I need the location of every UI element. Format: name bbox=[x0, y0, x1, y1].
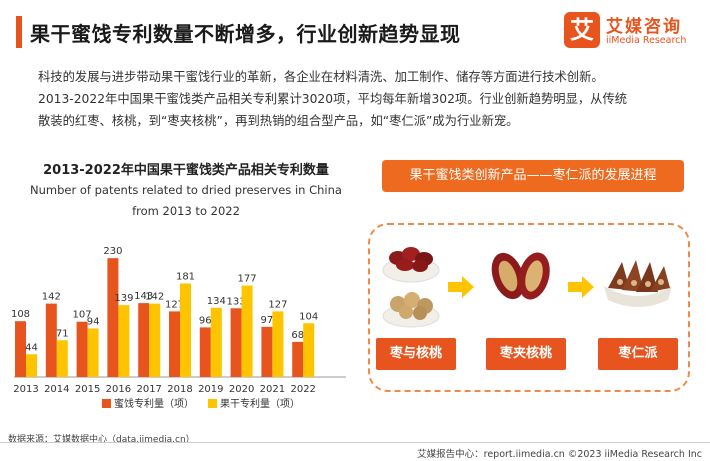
bar-dried-fruit bbox=[56, 340, 68, 377]
brand-logo: 艾 艾媒咨询 iiMedia Research bbox=[564, 10, 696, 54]
bar-dried-fruit bbox=[303, 323, 315, 377]
logo-mark: 艾 bbox=[564, 12, 600, 48]
data-label-preserves: 133 bbox=[227, 296, 246, 307]
footer-text: 艾媒报告中心：report.iimedia.cn ©2023 iiMedia R… bbox=[417, 449, 702, 460]
data-label-dried-fruit: 104 bbox=[299, 311, 318, 322]
legend-swatch bbox=[102, 399, 111, 408]
data-label-dried-fruit: 139 bbox=[114, 293, 133, 304]
data-label-preserves: 108 bbox=[11, 309, 30, 320]
page-title: 果干蜜饯专利数量不断增多，行业创新趋势显现 bbox=[30, 22, 461, 46]
x-tick-label: 2013 bbox=[13, 384, 38, 395]
bar-dried-fruit bbox=[26, 354, 37, 377]
data-label-dried-fruit: 127 bbox=[268, 299, 287, 310]
logo-name-en: iiMedia Research bbox=[606, 35, 687, 46]
bar-dried-fruit bbox=[180, 283, 191, 377]
footer-divider bbox=[0, 442, 710, 443]
x-tick-label: 2015 bbox=[75, 384, 100, 395]
data-label-dried-fruit: 44 bbox=[25, 342, 38, 353]
bar-dried-fruit bbox=[149, 303, 161, 377]
intro-line: 散装的红枣、核桃，到“枣夹核桃”，再到热销的组合型产品，如“枣仁派”成为行业新宠… bbox=[38, 114, 519, 128]
x-tick-label: 2016 bbox=[106, 384, 131, 395]
bar-preserves bbox=[15, 321, 26, 377]
stuffed-dates-image bbox=[491, 252, 550, 300]
stage-jujube-nut-pie: 枣仁派 bbox=[598, 338, 678, 370]
data-source-note: 数据来源：艾媒数据中心（data.iimedia.cn） bbox=[8, 435, 195, 445]
chart-subtitle-line2: from 2013 to 2022 bbox=[132, 204, 240, 218]
x-tick-label: 2017 bbox=[136, 384, 161, 395]
data-label-dried-fruit: 134 bbox=[207, 296, 226, 307]
chart-subtitle-line1: Number of patents related to dried prese… bbox=[30, 183, 342, 197]
dates-and-walnuts-image bbox=[382, 247, 440, 328]
data-label-dried-fruit: 142 bbox=[145, 292, 164, 303]
bar-preserves bbox=[45, 303, 57, 377]
data-label-preserves: 127 bbox=[165, 299, 184, 310]
x-tick-label: 2022 bbox=[290, 384, 315, 395]
intro-line: 科技的发展与进步带动果干蜜饯行业的革新，各企业在材料清洗、加工制作、储存等方面进… bbox=[38, 70, 604, 84]
innovation-process-title: 果干蜜饯类创新产品——枣仁派的发展进程 bbox=[382, 160, 684, 192]
data-label-preserves: 96 bbox=[199, 315, 212, 326]
data-label-dried-fruit: 181 bbox=[176, 271, 195, 282]
stage-dates-and-walnuts: 枣与核桃 bbox=[376, 338, 456, 370]
x-tick-label: 2019 bbox=[198, 384, 223, 395]
logo-name-cn: 艾媒咨询 bbox=[606, 17, 682, 37]
bar-dried-fruit bbox=[241, 285, 253, 377]
data-label-preserves: 97 bbox=[261, 315, 274, 326]
innovation-process-panel bbox=[368, 223, 690, 392]
bar-preserves bbox=[261, 326, 273, 377]
legend-label: 果干专利量（项） bbox=[220, 397, 300, 410]
bar-dried-fruit bbox=[272, 311, 284, 377]
data-label-dried-fruit: 71 bbox=[56, 328, 69, 339]
bar-dried-fruit bbox=[87, 328, 99, 377]
data-label-preserves: 142 bbox=[42, 292, 61, 303]
bar-preserves bbox=[230, 308, 242, 377]
stage-stuffed-dates: 枣夹核桃 bbox=[486, 338, 566, 370]
bar-preserves bbox=[138, 303, 150, 377]
data-label-preserves: 68 bbox=[291, 330, 304, 341]
bar-preserves bbox=[76, 321, 88, 377]
title-accent-bar bbox=[16, 16, 22, 48]
data-label-preserves: 143 bbox=[134, 291, 153, 302]
x-tick-label: 2021 bbox=[260, 384, 285, 395]
bar-preserves bbox=[107, 258, 119, 377]
intro-paragraph: 科技的发展与进步带动果干蜜饯行业的革新，各企业在材料清洗、加工制作、储存等方面进… bbox=[38, 66, 688, 132]
footer: 艾媒报告中心：report.iimedia.cn ©2023 iiMedia R… bbox=[0, 442, 710, 461]
chart-title: 2013-2022年中国果干蜜饯类产品相关专利数量 bbox=[43, 163, 329, 178]
legend-label: 蜜饯专利量（项） bbox=[114, 397, 194, 410]
bar-preserves bbox=[292, 341, 304, 377]
bar-dried-fruit bbox=[118, 305, 130, 377]
data-label-dried-fruit: 94 bbox=[87, 316, 100, 327]
legend-swatch bbox=[208, 399, 217, 408]
data-label-dried-fruit: 177 bbox=[238, 274, 257, 285]
x-tick-label: 2014 bbox=[44, 384, 69, 395]
bar-preserves bbox=[169, 311, 180, 377]
jujube-nut-pie-image bbox=[604, 260, 672, 307]
intro-line: 2013-2022年中国果干蜜饯类产品相关专利累计3020项，平均每年新增302… bbox=[38, 92, 628, 106]
arrow-right-icon bbox=[448, 276, 474, 298]
bar-dried-fruit bbox=[210, 307, 222, 377]
x-tick-label: 2020 bbox=[229, 384, 254, 395]
arrow-right-icon bbox=[568, 276, 594, 298]
bar-preserves bbox=[199, 327, 211, 377]
data-label-preserves: 230 bbox=[103, 246, 122, 257]
x-tick-label: 2018 bbox=[167, 384, 192, 395]
data-label-preserves: 107 bbox=[73, 310, 92, 321]
